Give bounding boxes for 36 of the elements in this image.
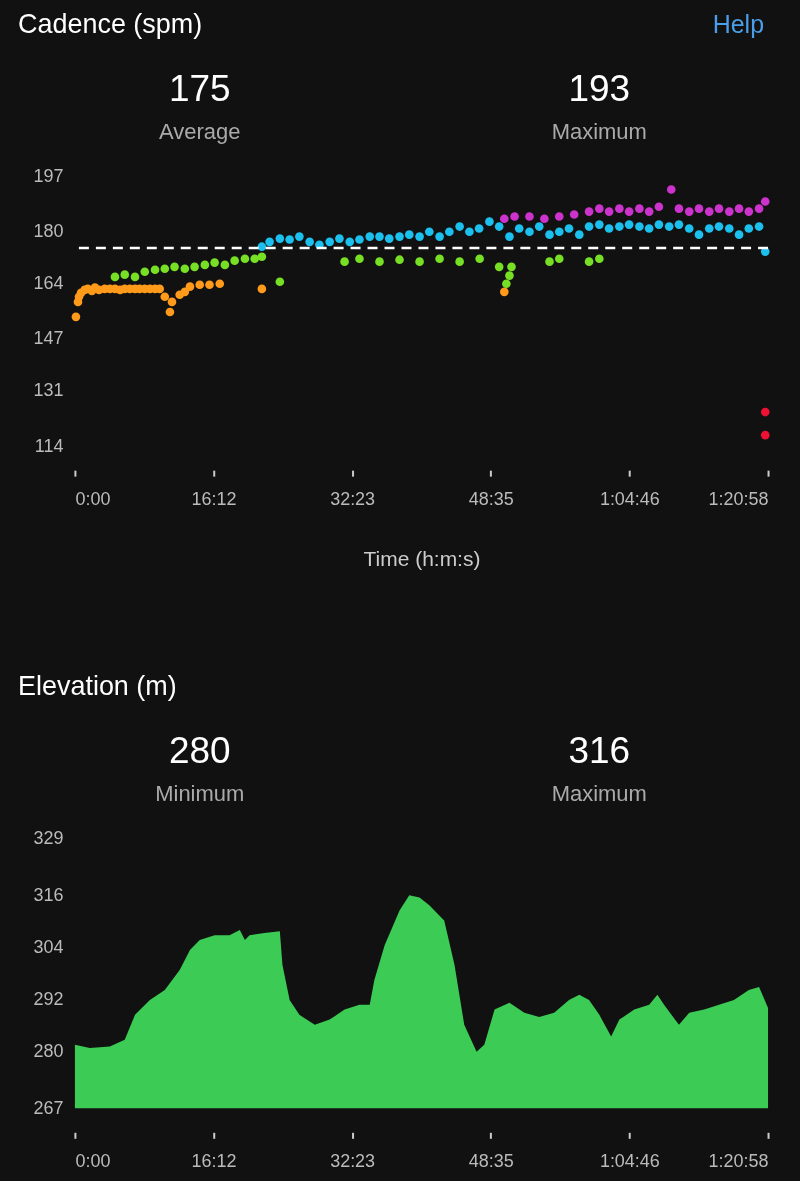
x-tick-label: 48:35 [468, 1150, 514, 1171]
x-tick-label: 32:23 [330, 1150, 376, 1171]
y-tick-label: 114 [34, 435, 64, 456]
y-tick-label: 147 [33, 328, 64, 349]
text: Minimum [155, 780, 245, 806]
y-tick-label: 131 [33, 380, 64, 401]
x-tick-label: 16:12 [191, 1150, 237, 1171]
x-tick-label: 0:00 [75, 1150, 111, 1171]
text: Help [712, 9, 765, 38]
y-tick-label: 280 [33, 1041, 64, 1062]
x-axis-title: Time (h:m:s) [363, 546, 481, 570]
y-tick-label: 267 [33, 1097, 64, 1118]
text: Maximum [551, 780, 647, 806]
chart-title: Elevation (m) [17, 670, 177, 701]
x-tick-label: 1:04:46 [599, 488, 660, 509]
x-tick-label: 1:20:58 [708, 1150, 769, 1171]
y-tick-label: 304 [33, 936, 64, 957]
text: Maximum [551, 118, 647, 144]
y-tick-label: 329 [33, 828, 64, 849]
y-tick-label: 180 [33, 221, 64, 242]
y-tick-label: 316 [33, 884, 64, 905]
x-tick-label: 1:04:46 [599, 1150, 660, 1171]
y-tick-label: 164 [33, 273, 64, 294]
x-tick-label: 1:20:58 [708, 488, 769, 509]
x-tick-label: 48:35 [468, 488, 514, 509]
text: 280 [168, 729, 231, 771]
x-tick-label: 16:12 [191, 488, 237, 509]
text: 316 [568, 729, 631, 771]
text: 175 [168, 67, 231, 109]
y-tick-label: 197 [33, 166, 64, 187]
text: Average [159, 118, 241, 144]
x-tick-label: 32:23 [330, 488, 376, 509]
y-tick-label: 292 [33, 989, 64, 1010]
chart-title: Cadence (spm) [17, 8, 203, 39]
text: 193 [568, 67, 631, 109]
x-tick-label: 0:00 [75, 488, 111, 509]
